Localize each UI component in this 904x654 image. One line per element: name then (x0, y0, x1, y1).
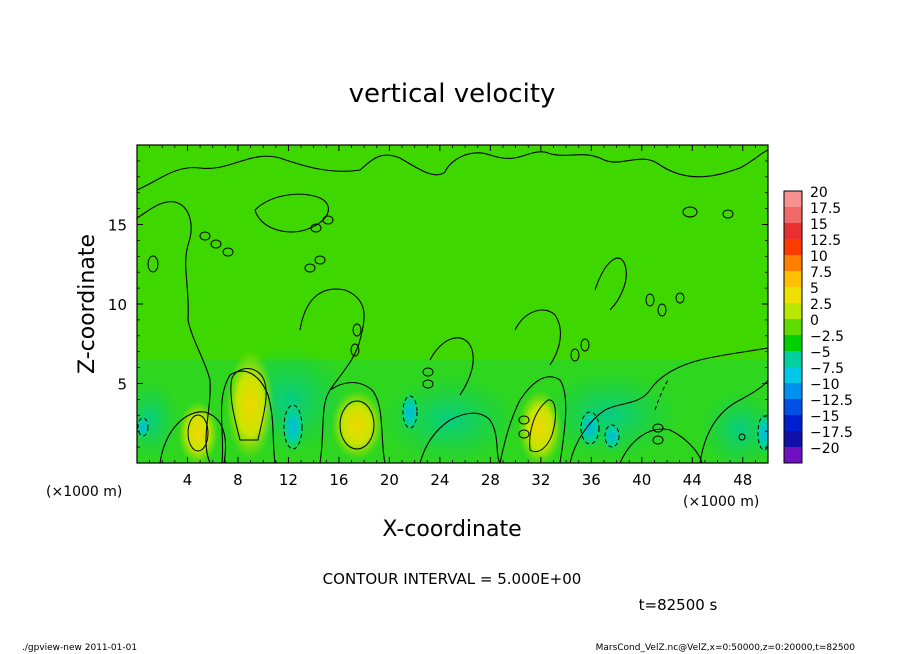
colorbar-swatch (784, 383, 802, 400)
colorbar-swatch (784, 399, 802, 416)
colorbar-label: 5 (810, 281, 819, 297)
colorbar-swatch (784, 431, 802, 448)
colorbar-swatch (784, 223, 802, 240)
updraft-cell (518, 390, 562, 463)
footer-right: MarsCond_VelZ.nc@VelZ,x=0:50000,z=0:2000… (596, 643, 856, 653)
colorbar-label: 12.5 (810, 233, 841, 249)
y-tick-label: 10 (108, 296, 127, 314)
contour-dashed-negative (137, 379, 768, 451)
colorbar-swatch (784, 271, 802, 288)
x-tick-label: 4 (183, 471, 193, 489)
x-axis-unit: (×1000 m) (683, 494, 759, 510)
colorbar-label: 7.5 (810, 265, 832, 281)
colorbar-label: 20 (810, 185, 828, 201)
x-tick-label: 44 (683, 471, 702, 489)
colorbar-swatch (784, 287, 802, 304)
colorbar-label: −10 (810, 377, 840, 393)
colorbar-swatch (784, 367, 802, 384)
x-tick-label: 12 (279, 471, 298, 489)
downdraft-cell (281, 402, 305, 452)
colorbar-swatch (784, 335, 802, 352)
colorbar-swatch (784, 319, 802, 336)
colorbar-label: −20 (810, 441, 840, 457)
downdraft-cell (578, 408, 602, 448)
colorbar-swatch (784, 351, 802, 368)
colorbar-label: −17.5 (810, 425, 853, 441)
downdraft-cell (755, 411, 768, 455)
colorbar-swatch (784, 447, 802, 464)
colorbar-label: −12.5 (810, 393, 853, 409)
y-tick-label: 15 (108, 217, 127, 235)
x-tick-label: 8 (233, 471, 243, 489)
x-tick-label: 48 (733, 471, 752, 489)
colorbar-label: 17.5 (810, 201, 841, 217)
colorbar-label: −15 (810, 409, 840, 425)
time-label: t=82500 s (639, 596, 718, 614)
contour-interval-label: CONTOUR INTERVAL = 5.000E+00 (323, 570, 582, 588)
updraft-cell (226, 350, 274, 460)
colorbar-label: 0 (810, 313, 819, 329)
plot-area (137, 145, 768, 463)
colorbar-swatch (784, 303, 802, 320)
colorbar-label: −5 (810, 345, 831, 361)
teal-band (700, 390, 768, 463)
colorbar-label: 15 (810, 217, 828, 233)
updraft-cell (331, 390, 383, 460)
x-axis: 4 8 12 16 20 24 28 32 36 40 44 48 (149, 145, 756, 489)
updraft-cell (178, 401, 218, 463)
y-axis-unit: (×1000 m) (46, 484, 122, 500)
teal-band (137, 380, 180, 460)
footer-left: ./gpview-new 2011-01-01 (22, 643, 137, 653)
x-tick-label: 28 (481, 471, 500, 489)
x-tick-label: 32 (531, 471, 550, 489)
contour-lines (137, 149, 768, 463)
colorbar-frame (783, 190, 803, 464)
y-axis-title: Z-coordinate (75, 234, 100, 374)
contour-small-loops (147, 206, 746, 445)
x-axis-title: X-coordinate (382, 517, 521, 542)
teal-band (540, 370, 680, 460)
colorbar-swatch (784, 191, 802, 208)
colorbar-label: −7.5 (810, 361, 844, 377)
colorbar-swatch (784, 415, 802, 432)
colorbar-swatch (784, 255, 802, 272)
y-axis: 5 10 15 (108, 160, 768, 448)
x-tick-label: 40 (632, 471, 651, 489)
x-tick-label: 36 (582, 471, 601, 489)
y-tick-label: 5 (117, 376, 127, 394)
chart-title: vertical velocity (349, 79, 556, 109)
colorbar-label: 2.5 (810, 297, 832, 313)
x-tick-label: 24 (430, 471, 449, 489)
colorbar-label: 10 (810, 249, 828, 265)
colorbar-label: −2.5 (810, 329, 844, 345)
x-tick-label: 20 (380, 471, 399, 489)
x-tick-label: 16 (329, 471, 348, 489)
colorbar: 2017.51512.5107.552.50−2.5−5−7.5−10−12.5… (783, 185, 853, 464)
colorbar-swatch (784, 239, 802, 256)
contour-positive-inner (187, 368, 556, 453)
colorbar-swatch (784, 207, 802, 224)
